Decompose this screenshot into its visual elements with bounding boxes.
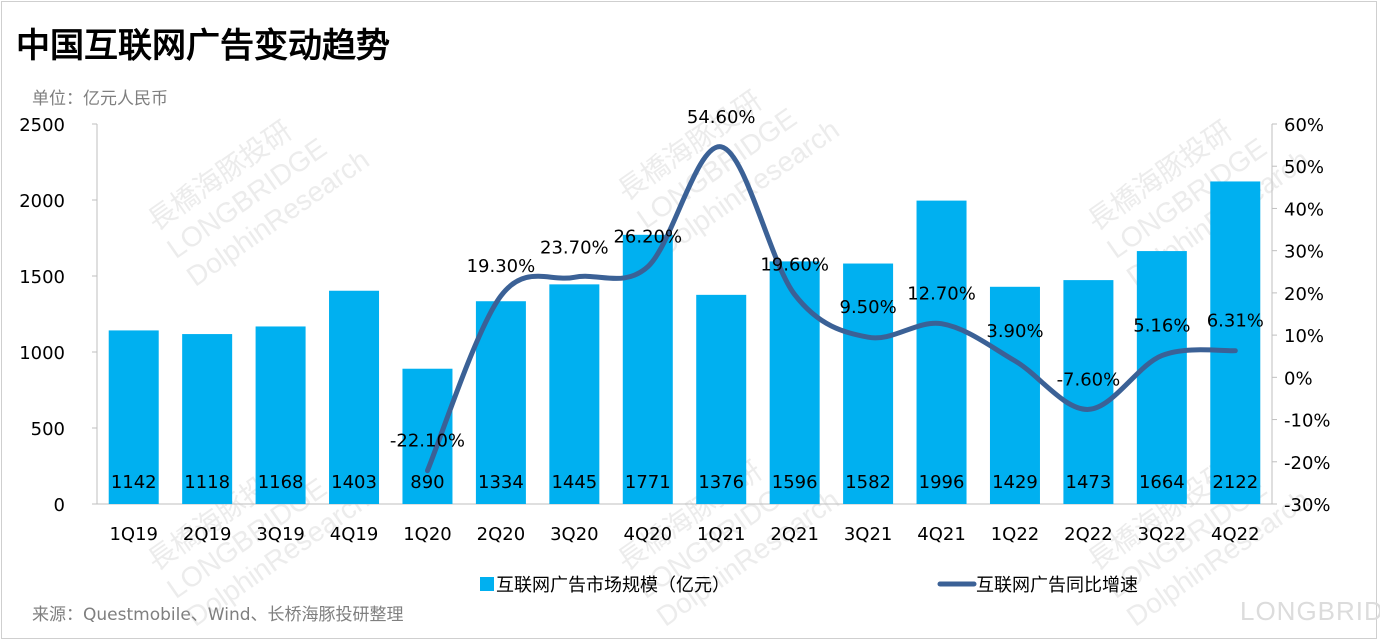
right-tick-label: -30%: [1284, 495, 1331, 516]
x-tick-label: 3Q19: [256, 524, 305, 545]
x-tick-label: 2Q19: [183, 524, 232, 545]
right-tick-label: 30%: [1284, 242, 1324, 263]
x-tick-label: 3Q21: [844, 524, 893, 545]
x-tick-label: 2Q22: [1064, 524, 1113, 545]
x-tick-label: 4Q22: [1211, 524, 1260, 545]
bar-data-label: 890: [410, 472, 444, 493]
x-tick-label: 2Q20: [477, 524, 526, 545]
bar: [402, 368, 453, 504]
bar-data-label: 1334: [478, 472, 524, 493]
bar: [549, 284, 600, 504]
line-data-label: -22.10%: [390, 431, 465, 452]
bar: [1136, 251, 1187, 504]
bar-data-label: 1118: [184, 472, 230, 493]
bar-data-label: 2122: [1212, 472, 1258, 493]
unit-label: 单位：亿元人民币: [32, 89, 168, 109]
left-tick-label: 500: [31, 419, 65, 440]
legend-line-label: 互联网广告同比增速: [976, 575, 1138, 596]
legend-bar-label: 互联网广告市场规模（亿元）: [496, 575, 730, 596]
bar-data-label: 1445: [551, 472, 597, 493]
line-data-label: -7.60%: [1057, 369, 1121, 390]
bar-data-label: 1376: [698, 472, 744, 493]
x-tick-label: 4Q19: [330, 524, 379, 545]
source-note: 来源：Questmobile、Wind、长桥海豚投研整理: [32, 605, 404, 625]
bar-data-label: 1429: [992, 472, 1038, 493]
x-tick-label: 4Q21: [917, 524, 966, 545]
x-tick-label: 3Q22: [1138, 524, 1187, 545]
bar: [329, 290, 380, 504]
bar-data-label: 1771: [625, 472, 671, 493]
bar-data-label: 1473: [1066, 472, 1112, 493]
line-data-label: 54.60%: [687, 107, 756, 128]
bar: [622, 234, 673, 505]
line-data-label: 23.70%: [540, 237, 609, 258]
right-tick-label: 20%: [1284, 284, 1324, 305]
bar: [182, 334, 233, 504]
line-data-label: 3.90%: [986, 321, 1043, 342]
line-data-label: 19.30%: [467, 256, 536, 277]
bar: [475, 301, 526, 504]
line-data-label: 26.20%: [613, 227, 682, 248]
x-tick-label: 1Q20: [403, 524, 452, 545]
bar-data-label: 1142: [111, 472, 157, 493]
bar: [1063, 280, 1114, 504]
right-tick-label: 0%: [1284, 368, 1313, 389]
x-tick-label: 1Q21: [697, 524, 746, 545]
bar-data-label: 1664: [1139, 472, 1185, 493]
x-tick-label: 3Q20: [550, 524, 599, 545]
right-tick-label: -20%: [1284, 453, 1331, 474]
right-tick-label: 40%: [1284, 199, 1324, 220]
bar-data-label: 1582: [845, 472, 891, 493]
growth-line: [424, 144, 1238, 474]
left-tick-label: 2500: [19, 115, 65, 136]
right-tick-label: -10%: [1284, 411, 1331, 432]
bar: [916, 200, 967, 504]
left-tick-label: 2000: [19, 191, 65, 212]
bar: [1210, 181, 1261, 504]
bar-data-label: 1596: [772, 472, 818, 493]
line-data-label: 12.70%: [907, 284, 976, 305]
bar: [696, 294, 747, 504]
x-tick-label: 1Q19: [109, 524, 158, 545]
chart-title: 中国互联网广告变动趋势: [16, 26, 390, 66]
left-tick-label: 1000: [19, 343, 65, 364]
bar-data-label: 1403: [331, 472, 377, 493]
longbridge-logo: LONGBRIDGE: [1240, 596, 1380, 626]
x-tick-label: 2Q21: [770, 524, 819, 545]
left-tick-label: 0: [54, 495, 65, 516]
x-tick-label: 1Q22: [991, 524, 1040, 545]
bar: [108, 330, 159, 504]
bar: [843, 263, 894, 504]
legend-bar-swatch: [480, 577, 494, 591]
left-tick-label: 1500: [19, 267, 65, 288]
right-tick-label: 10%: [1284, 326, 1324, 347]
bar-data-label: 1168: [258, 472, 304, 493]
line-data-label: 9.50%: [840, 297, 897, 318]
x-tick-label: 4Q20: [624, 524, 673, 545]
line-data-label: 19.60%: [760, 255, 829, 276]
line-data-label: 5.16%: [1133, 316, 1190, 337]
bar: [989, 286, 1040, 504]
bar: [769, 261, 820, 504]
line-data-label: 6.31%: [1207, 311, 1264, 332]
right-tick-label: 50%: [1284, 157, 1324, 178]
bar-data-label: 1996: [919, 472, 965, 493]
bar: [255, 326, 306, 504]
right-tick-label: 60%: [1284, 115, 1324, 136]
